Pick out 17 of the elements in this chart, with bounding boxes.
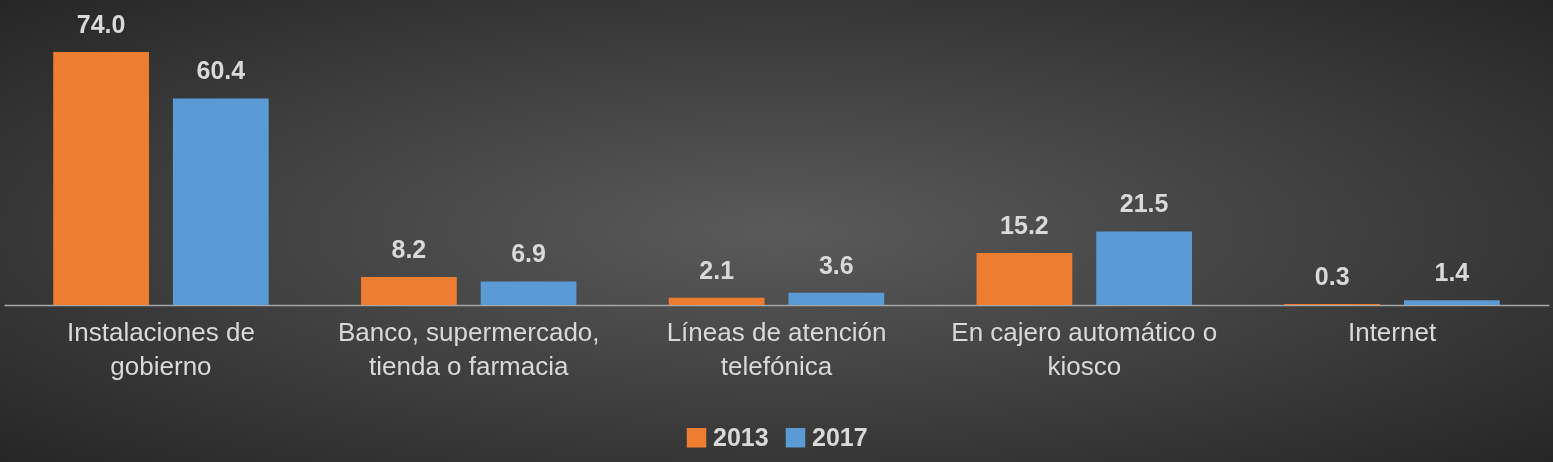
data-label: 0.3 <box>1314 261 1350 290</box>
x-tick-label: Instalaciones de gobierno <box>67 316 255 381</box>
data-label: 6.9 <box>511 239 546 268</box>
data-label: 60.4 <box>196 56 246 85</box>
data-label: 21.5 <box>1119 189 1169 218</box>
x-tick-label: Banco, supermercado, tienda o farmacia <box>337 316 600 381</box>
data-label: 15.2 <box>1000 211 1049 240</box>
legend-label: 2017 <box>812 422 868 451</box>
x-tick-label: Internet <box>1347 316 1437 347</box>
data-label: 74.0 <box>76 10 126 38</box>
legend-label: 2013 <box>713 422 769 451</box>
x-tick-label: Líneas de atención telefónica <box>666 316 887 381</box>
data-label: 3.6 <box>818 250 854 279</box>
data-label: 2.1 <box>699 255 735 284</box>
x-tick-label: En cajero automático o kiosco <box>951 316 1218 381</box>
data-label: 1.4 <box>1434 258 1470 287</box>
data-label: 8.2 <box>391 234 427 263</box>
